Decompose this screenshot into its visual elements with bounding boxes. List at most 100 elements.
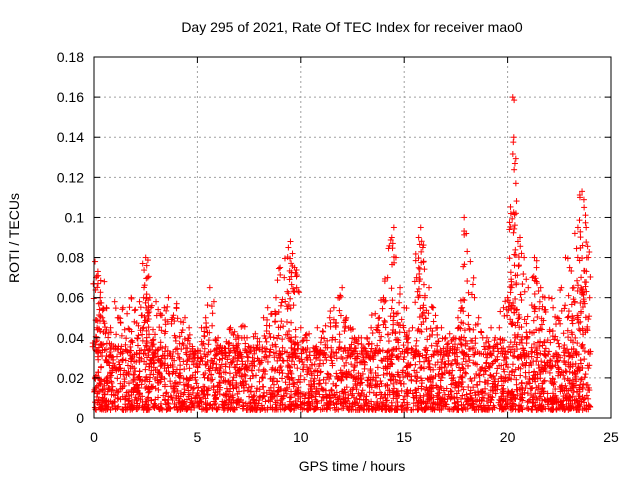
data-point	[372, 310, 379, 317]
baseline-point	[585, 365, 592, 372]
baseline-point	[171, 386, 178, 393]
baseline-point	[155, 386, 162, 393]
baseline-point	[542, 352, 549, 359]
baseline-point	[200, 383, 207, 390]
baseline-point	[412, 361, 419, 368]
baseline-point	[253, 372, 260, 379]
baseline-point	[167, 378, 174, 385]
baseline-point	[502, 403, 509, 410]
data-point	[205, 341, 212, 348]
baseline-point	[382, 395, 389, 402]
data-point	[201, 332, 208, 339]
baseline-point	[299, 358, 306, 365]
baseline-point	[104, 358, 111, 365]
baseline-point	[130, 386, 137, 393]
baseline-point	[441, 360, 448, 367]
baseline-point	[230, 374, 237, 381]
baseline-point	[162, 355, 169, 362]
baseline-point	[378, 357, 385, 364]
data-point	[434, 331, 441, 338]
baseline-point	[379, 357, 386, 364]
baseline-point	[156, 405, 163, 412]
baseline-point	[426, 394, 433, 401]
baseline-point	[109, 360, 116, 367]
data-point	[511, 160, 518, 167]
data-point	[173, 305, 180, 312]
data-point	[523, 276, 530, 283]
data-point	[277, 271, 284, 278]
baseline-point	[172, 346, 179, 353]
data-point	[263, 338, 270, 345]
data-point	[101, 278, 108, 285]
baseline-point	[525, 405, 532, 412]
baseline-point	[524, 399, 531, 406]
baseline-point	[581, 356, 588, 363]
data-point	[319, 328, 326, 335]
baseline-point	[542, 345, 549, 352]
baseline-point	[209, 358, 216, 365]
baseline-point	[412, 386, 419, 393]
baseline-point	[254, 385, 261, 392]
data-point	[515, 315, 522, 322]
baseline-point	[418, 364, 425, 371]
baseline-point	[426, 376, 433, 383]
data-point	[281, 274, 288, 281]
baseline-point	[268, 394, 275, 401]
baseline-point	[235, 396, 242, 403]
baseline-point	[300, 361, 307, 368]
baseline-point	[503, 361, 510, 368]
baseline-point	[264, 358, 271, 365]
baseline-point	[385, 387, 392, 394]
baseline-point	[294, 365, 301, 372]
baseline-point	[209, 376, 216, 383]
data-point	[518, 250, 525, 257]
baseline-point	[563, 403, 570, 410]
baseline-point	[586, 387, 593, 394]
baseline-point	[305, 389, 312, 396]
data-point	[368, 312, 375, 319]
baseline-point	[210, 398, 217, 405]
baseline-point	[554, 357, 561, 364]
baseline-point	[222, 369, 229, 376]
baseline-point	[579, 364, 586, 371]
baseline-point	[288, 388, 295, 395]
baseline-point	[557, 402, 564, 409]
baseline-point	[498, 393, 505, 400]
baseline-point	[490, 404, 497, 411]
baseline-point	[288, 394, 295, 401]
baseline-point	[509, 388, 516, 395]
baseline-point	[188, 406, 195, 413]
baseline-point	[513, 376, 520, 383]
baseline-point	[193, 380, 200, 387]
data-point	[145, 310, 152, 317]
baseline-point	[429, 382, 436, 389]
baseline-point	[377, 389, 384, 396]
baseline-point	[540, 390, 547, 397]
baseline-point	[348, 361, 355, 368]
baseline-point	[418, 377, 425, 384]
baseline-point	[132, 394, 139, 401]
data-point	[144, 274, 151, 281]
baseline-point	[361, 391, 368, 398]
baseline-point	[239, 405, 246, 412]
baseline-point	[240, 402, 247, 409]
data-point	[416, 265, 423, 272]
baseline-point	[390, 380, 397, 387]
baseline-point	[269, 406, 276, 413]
baseline-point	[564, 375, 571, 382]
baseline-point	[228, 360, 235, 367]
data-point	[113, 331, 120, 338]
baseline-point	[355, 390, 362, 397]
baseline-point	[576, 367, 583, 374]
baseline-point	[104, 373, 111, 380]
baseline-point	[425, 396, 432, 403]
data-point	[288, 281, 295, 288]
baseline-point	[152, 396, 159, 403]
baseline-point	[211, 355, 218, 362]
data-point	[94, 353, 101, 360]
baseline-point	[340, 400, 347, 407]
data-point	[278, 299, 285, 306]
data-point	[157, 339, 164, 346]
data-point	[336, 307, 343, 314]
baseline-point	[141, 378, 148, 385]
